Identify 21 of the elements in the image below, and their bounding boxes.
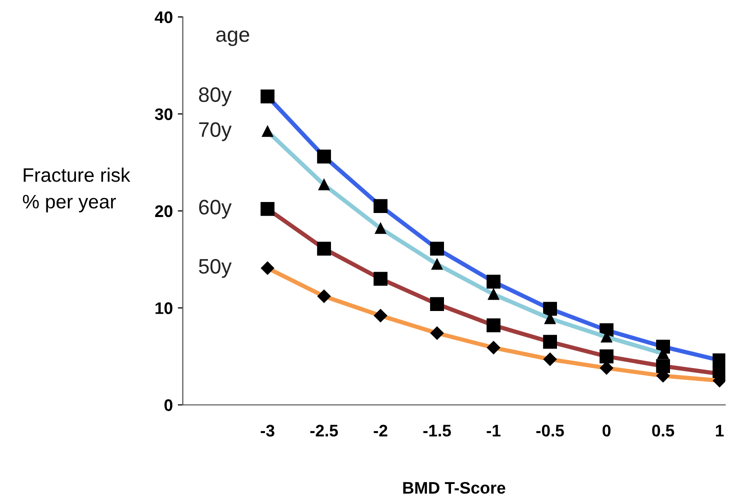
series-label: 50y [198,258,232,278]
x-axis-title: BMD T-Score [403,482,506,494]
legend-title: age [216,30,250,46]
y-tick-label: 0 [164,399,172,412]
x-tick-label: -1.5 [423,424,451,437]
y-tick-label: 10 [156,302,172,314]
x-tick-label: 0 [602,424,610,437]
x-tick-label: -2.5 [310,424,338,437]
x-tick-label: -1 [486,424,500,436]
x-tick-label: 1 [716,424,724,436]
series-label: 70y [199,122,232,142]
x-tick-label: -0.5 [536,424,564,437]
series-label: 60y [199,200,232,219]
y-tick-label: 40 [154,11,172,24]
y-tick-label: 30 [154,108,172,120]
x-tick-label: 0.5 [652,424,674,437]
series-label: 80y [198,87,232,106]
x-tick-label: -3 [260,424,274,437]
y-axis-title: Fracture risk % per year [22,168,130,212]
y-tick-label: 20 [155,205,172,218]
x-tick-label: -2 [374,424,388,436]
